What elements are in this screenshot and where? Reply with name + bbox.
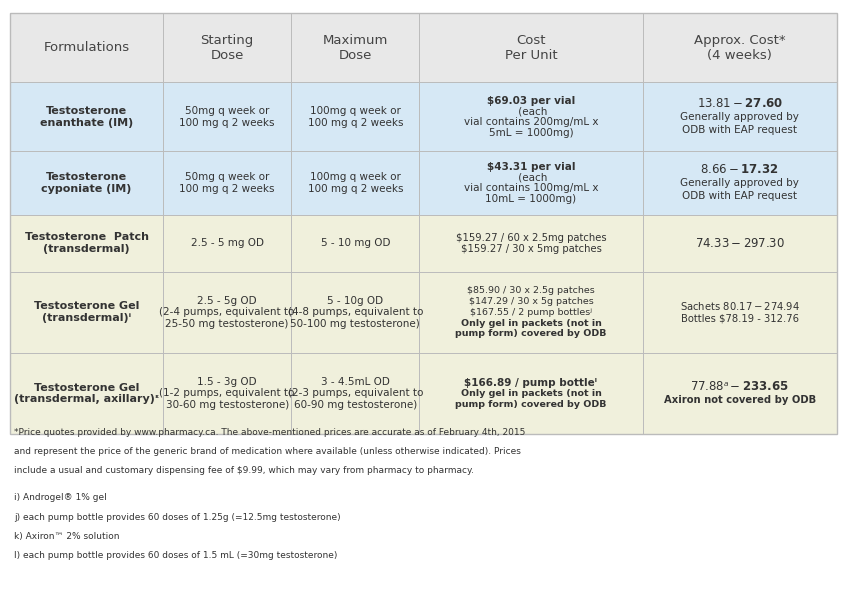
Text: pump form) covered by ODB: pump form) covered by ODB bbox=[456, 329, 606, 338]
Text: 2.5 - 5 mg OD: 2.5 - 5 mg OD bbox=[191, 238, 263, 248]
Text: ODB with EAP request: ODB with EAP request bbox=[682, 191, 797, 201]
Text: 2.5 - 5g OD
(2-4 pumps, equivalent to
25-50 mg testosterone): 2.5 - 5g OD (2-4 pumps, equivalent to 25… bbox=[159, 296, 295, 329]
Text: vial contains 200mg/mL x: vial contains 200mg/mL x bbox=[463, 117, 598, 127]
Text: Starting
Dose: Starting Dose bbox=[201, 34, 254, 62]
Text: j) each pump bottle provides 60 doses of 1.25g (=12.5mg testosterone): j) each pump bottle provides 60 doses of… bbox=[14, 513, 341, 522]
Text: Generally approved by: Generally approved by bbox=[680, 178, 799, 188]
Text: 10mL = 1000mg): 10mL = 1000mg) bbox=[485, 194, 577, 204]
Text: Approx. Cost*
(4 weeks): Approx. Cost* (4 weeks) bbox=[694, 34, 785, 62]
Bar bbox=[10, 13, 837, 434]
Text: Testosterone Gel
(transdermal)ⁱ: Testosterone Gel (transdermal)ⁱ bbox=[34, 302, 139, 323]
Text: $85.90 / 30 x 2.5g patches: $85.90 / 30 x 2.5g patches bbox=[467, 286, 595, 295]
Text: (each: (each bbox=[515, 106, 547, 117]
Text: 1.5 - 3g OD
(1-2 pumps, equivalent to
30-60 mg testosterone): 1.5 - 3g OD (1-2 pumps, equivalent to 30… bbox=[159, 377, 295, 410]
Text: 100mg q week or
100 mg q 2 weeks: 100mg q week or 100 mg q 2 weeks bbox=[307, 106, 403, 127]
Bar bbox=[10, 13, 837, 82]
Text: (each: (each bbox=[515, 172, 547, 183]
Text: Only gel in packets (not in: Only gel in packets (not in bbox=[461, 319, 601, 328]
Text: 50mg q week or
100 mg q 2 weeks: 50mg q week or 100 mg q 2 weeks bbox=[180, 106, 275, 127]
Text: $69.03 per vial: $69.03 per vial bbox=[487, 96, 575, 106]
Text: 5 - 10g OD
(4-8 pumps, equivalent to
50-100 mg testosterone): 5 - 10g OD (4-8 pumps, equivalent to 50-… bbox=[288, 296, 423, 329]
Text: $159.27 / 60 x 2.5mg patches: $159.27 / 60 x 2.5mg patches bbox=[456, 233, 606, 243]
Text: Axiron not covered by ODB: Axiron not covered by ODB bbox=[664, 395, 816, 405]
Text: i) Androgel® 1% gel: i) Androgel® 1% gel bbox=[14, 493, 108, 502]
Text: $166.89 / pump bottleˡ: $166.89 / pump bottleˡ bbox=[464, 377, 597, 388]
Text: Sachets $80.17 - $274.94: Sachets $80.17 - $274.94 bbox=[679, 300, 800, 311]
Text: $159.27 / 30 x 5mg patches: $159.27 / 30 x 5mg patches bbox=[461, 243, 601, 254]
Text: Cost
Per Unit: Cost Per Unit bbox=[505, 34, 557, 62]
Text: vial contains 100mg/mL x: vial contains 100mg/mL x bbox=[463, 183, 598, 194]
Bar bbox=[10, 82, 837, 151]
Bar bbox=[10, 353, 837, 434]
Text: $147.29 / 30 x 5g patches: $147.29 / 30 x 5g patches bbox=[468, 297, 594, 306]
Text: $8.66- $17.32: $8.66- $17.32 bbox=[700, 163, 779, 176]
Text: 5 - 10 mg OD: 5 - 10 mg OD bbox=[320, 238, 390, 248]
Text: Testosterone  Patch
(transdermal): Testosterone Patch (transdermal) bbox=[25, 233, 148, 254]
Text: Formulations: Formulations bbox=[43, 41, 130, 54]
Text: $77.88ᵃ - $233.65: $77.88ᵃ - $233.65 bbox=[690, 380, 789, 393]
Text: 5mL = 1000mg): 5mL = 1000mg) bbox=[489, 128, 573, 138]
Text: l) each pump bottle provides 60 doses of 1.5 mL (=30mg testosterone): l) each pump bottle provides 60 doses of… bbox=[14, 551, 338, 560]
Text: ODB with EAP request: ODB with EAP request bbox=[682, 125, 797, 135]
Text: Only gel in packets (not in: Only gel in packets (not in bbox=[461, 389, 601, 398]
Text: 100mg q week or
100 mg q 2 weeks: 100mg q week or 100 mg q 2 weeks bbox=[307, 172, 403, 194]
Text: Maximum
Dose: Maximum Dose bbox=[323, 34, 388, 62]
Text: Testosterone Gel
(transdermal, axillary)ᵋ: Testosterone Gel (transdermal, axillary)… bbox=[14, 383, 159, 404]
Text: $43.31 per vial: $43.31 per vial bbox=[487, 162, 575, 172]
Text: *Price quotes provided by www.pharmacy.ca. The above-mentioned prices are accura: *Price quotes provided by www.pharmacy.c… bbox=[14, 428, 526, 437]
Text: Bottles $78.19 - 312.76: Bottles $78.19 - 312.76 bbox=[681, 314, 799, 324]
Bar bbox=[10, 151, 837, 215]
Text: and represent the price of the generic brand of medication where available (unle: and represent the price of the generic b… bbox=[14, 447, 521, 456]
Bar bbox=[10, 272, 837, 353]
Text: Testosterone
enanthate (IM): Testosterone enanthate (IM) bbox=[40, 106, 133, 127]
Text: 3 - 4.5mL OD
(2-3 pumps, equivalent to
60-90 mg testosterone): 3 - 4.5mL OD (2-3 pumps, equivalent to 6… bbox=[288, 377, 423, 410]
Bar bbox=[10, 215, 837, 272]
Text: include a usual and customary dispensing fee of $9.99, which may vary from pharm: include a usual and customary dispensing… bbox=[14, 466, 474, 475]
Text: 50mg q week or
100 mg q 2 weeks: 50mg q week or 100 mg q 2 weeks bbox=[180, 172, 275, 194]
Text: $13.81 - $27.60: $13.81 - $27.60 bbox=[696, 97, 783, 110]
Text: Generally approved by: Generally approved by bbox=[680, 112, 799, 122]
Text: k) Axiron™ 2% solution: k) Axiron™ 2% solution bbox=[14, 532, 120, 541]
Text: $74.33 - $297.30: $74.33 - $297.30 bbox=[695, 237, 784, 249]
Text: pump form) covered by ODB: pump form) covered by ODB bbox=[456, 400, 606, 409]
Text: $167.55 / 2 pump bottlesʲ: $167.55 / 2 pump bottlesʲ bbox=[470, 308, 592, 317]
Text: Testosterone
cyponiate (IM): Testosterone cyponiate (IM) bbox=[42, 172, 132, 194]
